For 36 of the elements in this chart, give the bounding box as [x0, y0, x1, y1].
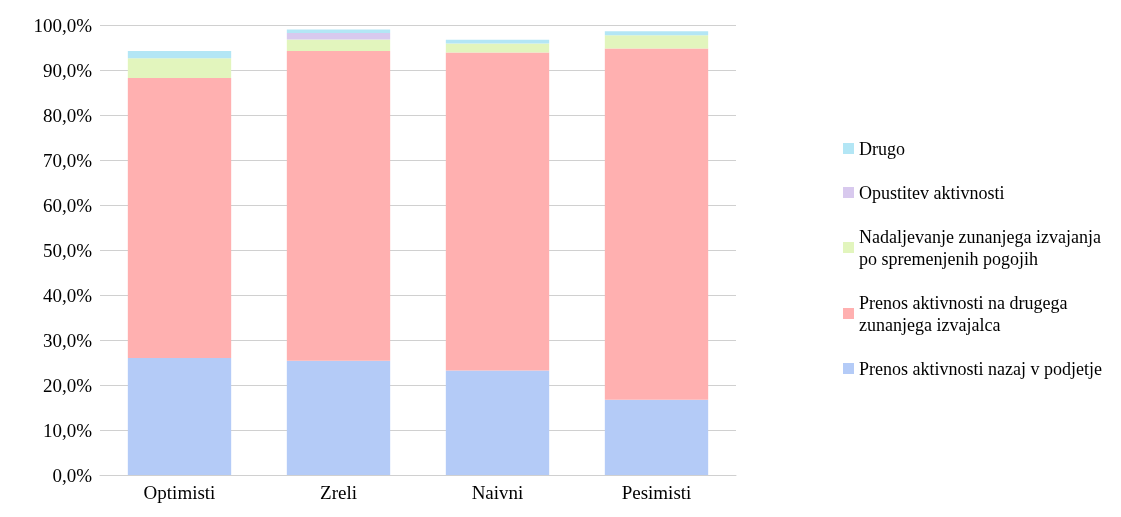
bar	[445, 370, 550, 475]
bar	[445, 43, 550, 53]
x-tick-label: Naivni	[471, 482, 524, 503]
y-tick-label: 30,0%	[42, 329, 93, 351]
bar	[286, 39, 391, 52]
y-tick-label: 0,0%	[52, 464, 93, 486]
bar	[286, 51, 391, 361]
bar	[127, 51, 232, 59]
x-tick-label: Optimisti	[143, 482, 216, 503]
legend-label: Nadaljevanje zunanjega izvajanja po spremenjenih pogojih	[859, 226, 1106, 269]
y-tick-label: 20,0%	[42, 374, 93, 396]
legend-label: Opustitev aktivnosti	[859, 182, 1005, 203]
bar	[445, 52, 550, 371]
bar	[127, 358, 232, 475]
y-tick-label: 10,0%	[42, 419, 93, 441]
y-tick-label: 70,0%	[42, 149, 93, 171]
y-tick-label: 80,0%	[42, 104, 93, 126]
bar	[127, 78, 232, 358]
bar	[604, 48, 709, 400]
x-tick-label: Pesimisti	[621, 482, 692, 503]
bar	[604, 399, 709, 475]
y-tick-label: 50,0%	[42, 239, 93, 261]
legend-label: Prenos aktivnosti na drugega zunanjega izvajalca	[859, 292, 1072, 335]
bar	[286, 33, 391, 40]
y-tick-label: 60,0%	[42, 194, 93, 216]
legend-label: Prenos aktivnosti nazaj v podjetje	[859, 358, 1102, 379]
bar	[286, 360, 391, 475]
bar	[604, 35, 709, 49]
bar	[286, 29, 391, 34]
legend-label: Drugo	[859, 138, 905, 159]
bar	[127, 58, 232, 79]
x-tick-label: Zreli	[320, 482, 357, 503]
bar	[604, 31, 709, 36]
y-tick-label: 100,0%	[33, 14, 93, 36]
y-tick-label: 90,0%	[42, 59, 93, 81]
y-tick-label: 40,0%	[42, 284, 93, 306]
